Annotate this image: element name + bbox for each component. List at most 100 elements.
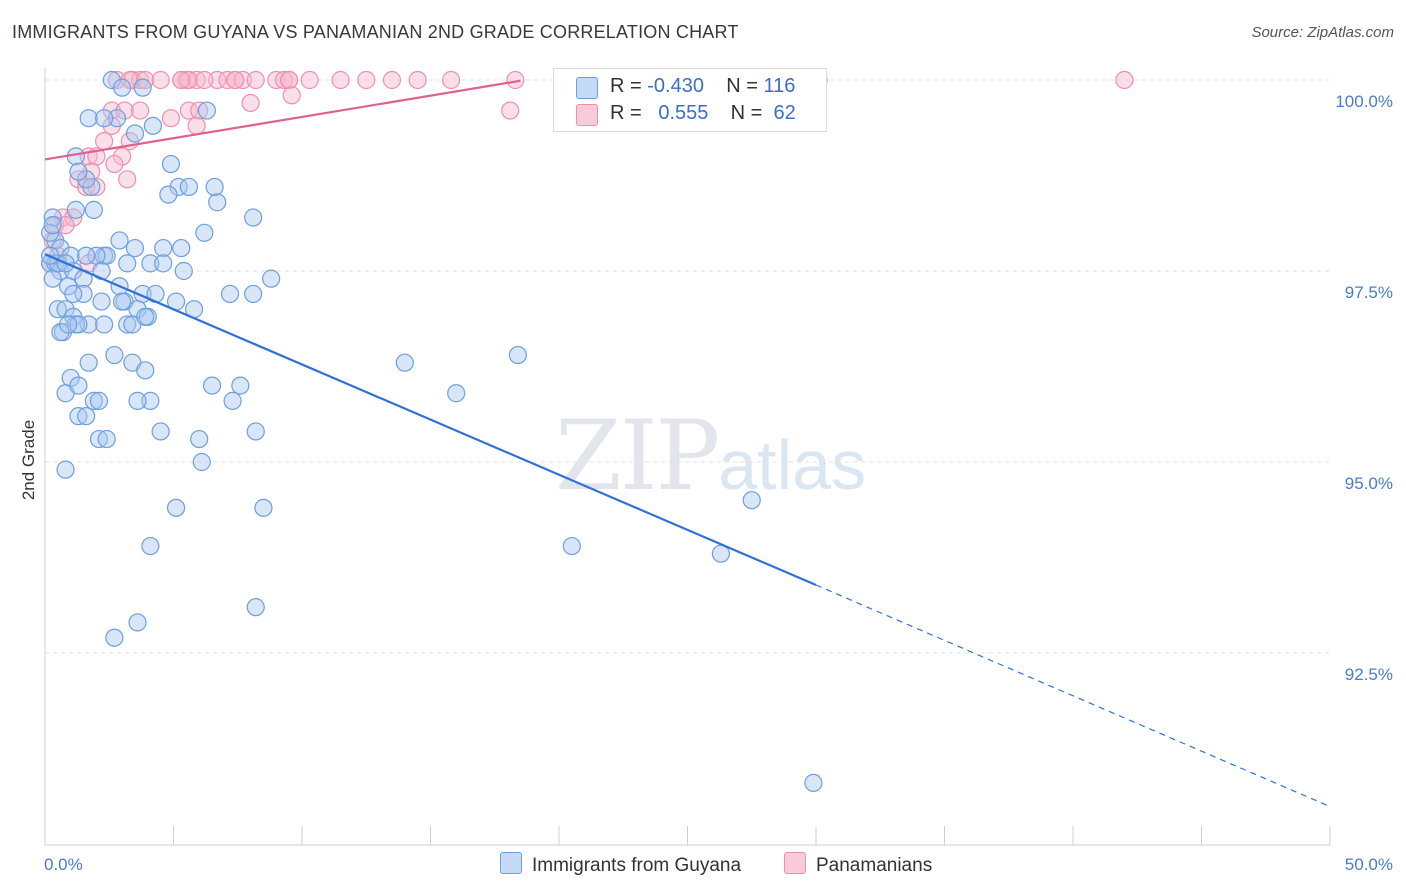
y-tick-label: 97.5% (1345, 283, 1393, 302)
panama-point (87, 177, 106, 197)
panama-point (280, 70, 299, 90)
panama-point (161, 109, 181, 128)
guyana-point (141, 536, 160, 556)
guyana-point (161, 154, 181, 174)
panama-point (195, 70, 214, 90)
guyana-point (48, 300, 67, 319)
panama-point (218, 70, 237, 90)
guyana-point (92, 292, 111, 311)
guyana-point (136, 361, 155, 380)
guyana-point (118, 254, 137, 273)
source-credit: Source: ZipAtlas.com (1251, 24, 1394, 41)
guyana-point (172, 238, 191, 258)
guyana-point (110, 231, 129, 250)
guyana-point (79, 109, 98, 128)
panama-point (190, 101, 209, 120)
watermark: ZIPatlas (555, 400, 866, 512)
panama-point (408, 70, 427, 90)
panama-point (331, 70, 350, 90)
panama-point (382, 70, 402, 90)
guyana-point (77, 246, 96, 265)
guyana-point (56, 300, 75, 319)
guyana-point (84, 200, 103, 219)
guyana-points (41, 70, 823, 792)
guyana-point (125, 124, 145, 143)
panama-point (105, 154, 124, 174)
guyana-point (56, 460, 75, 479)
guyana-point (202, 376, 222, 395)
y-tick-label: 95.0% (1345, 474, 1393, 493)
panama-point (501, 101, 520, 120)
guyana-point (105, 628, 124, 647)
panama-swatch (576, 104, 598, 126)
tick-labels: 92.5% 95.0% 97.5% 100.0% 0.0% 50.0% (44, 92, 1393, 874)
panama-point (115, 101, 134, 120)
guyana-point (395, 353, 414, 372)
guyana-point (118, 315, 137, 334)
guyana-point (190, 429, 209, 449)
n-value-panama: 62 (773, 102, 796, 124)
guyana-point (43, 208, 62, 227)
x-tick-label: 0.0% (44, 855, 83, 874)
guyana-point (244, 208, 263, 227)
panama-point (267, 70, 286, 90)
guyana-point (562, 536, 581, 556)
guyana-point (43, 216, 62, 235)
legend-text-guyana: R = -0.430 N = 116 (610, 75, 795, 98)
panama-point (187, 116, 206, 135)
n-value-guyana: 116 (763, 75, 796, 97)
guyana-point (231, 376, 250, 395)
guyana-point (151, 422, 170, 441)
panama-point (282, 86, 301, 105)
watermark-atlas: atlas (718, 426, 867, 504)
legend-text-panama: R = 0.555 N = 62 (610, 102, 796, 125)
r-value-guyana: -0.430 (647, 75, 704, 97)
guyana-point (112, 292, 132, 311)
guyana-point (262, 269, 281, 288)
guyana-point (51, 323, 70, 342)
guyana-point (154, 254, 173, 273)
panama-point (187, 70, 206, 90)
guyana-point (141, 391, 160, 410)
stats-legend: R = -0.430 N = 116 R = 0.555 N = 62 (553, 68, 827, 132)
y-tick-label: 92.5% (1345, 665, 1393, 684)
guyana-point (195, 223, 214, 242)
panama-point (441, 70, 461, 90)
guyana-point (43, 269, 62, 288)
guyana-point (89, 391, 109, 410)
n-label: N = (730, 102, 763, 124)
guyana-point (84, 391, 103, 410)
guyana-point (220, 284, 240, 304)
panama-point (274, 70, 294, 90)
guyana-point (159, 185, 178, 204)
guyana-point (79, 315, 98, 334)
guyana-point (69, 315, 88, 334)
guyana-point (192, 452, 211, 472)
panama-point (506, 70, 525, 90)
guyana-point (174, 261, 193, 281)
chart-title: IMMIGRANTS FROM GUYANA VS PANAMANIAN 2ND… (12, 22, 739, 42)
guyana-point (223, 391, 242, 410)
guyana-point (66, 200, 85, 219)
panama-point (246, 70, 265, 90)
bottom-legend-panama: Panamanians (784, 852, 932, 877)
watermark-zip: ZIP (555, 400, 720, 512)
guyana-point (244, 284, 263, 304)
axes (44, 68, 1331, 846)
guyana-point (254, 498, 273, 517)
panama-point (95, 132, 114, 151)
panama-point (208, 70, 227, 90)
panama-points (41, 70, 1134, 273)
guyana-point (246, 422, 265, 441)
guyana-point (154, 238, 173, 258)
guyana-point (169, 177, 188, 197)
panama-point (77, 177, 96, 197)
guyana-swatch (576, 77, 598, 99)
guyana-point (102, 70, 121, 90)
guyana-point (112, 78, 132, 97)
guyana-point (89, 429, 109, 449)
r-value-panama: 0.555 (658, 102, 709, 124)
guyana-legend-swatch (500, 852, 522, 874)
guyana-point (107, 109, 127, 128)
panama-point (233, 70, 252, 90)
